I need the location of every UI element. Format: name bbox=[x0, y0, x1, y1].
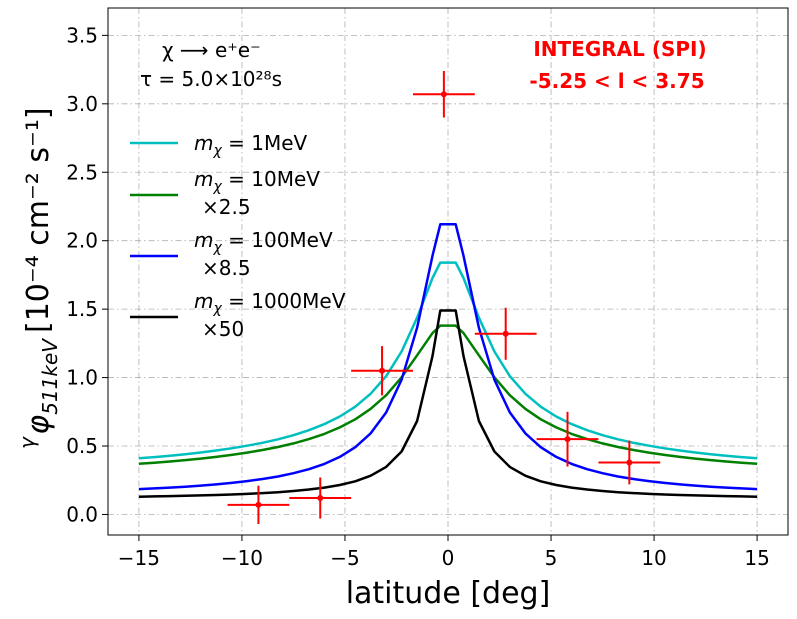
y-tick-label: 0.5 bbox=[66, 434, 98, 458]
legend: mχ = 1MeV mχ = 10MeV×2.5 mχ = 100MeV×8.5 mχ… bbox=[130, 131, 346, 341]
process-annotation: χ ⟶ e⁺e⁻ bbox=[162, 38, 261, 62]
x-axis: −15 −10 −5 0 5 10 15 bbox=[118, 535, 770, 570]
instrument-annotation: INTEGRAL (SPI) bbox=[533, 37, 706, 61]
x-tick-label: −10 bbox=[221, 546, 263, 570]
y-axis-label-units: [10⁻⁴ cm⁻² s⁻¹] bbox=[21, 107, 56, 333]
model-curves bbox=[138, 223, 758, 498]
data-point bbox=[255, 501, 262, 508]
legend-scale-1000MeV: ×50 bbox=[202, 317, 244, 341]
y-tick-label: 3.5 bbox=[66, 23, 98, 47]
x-tick-label: 10 bbox=[641, 546, 666, 570]
x-axis-label: latitude [deg] bbox=[346, 576, 551, 611]
data-point bbox=[502, 330, 509, 337]
series-line-1MeV bbox=[138, 261, 758, 460]
x-tick-label: 0 bbox=[442, 546, 455, 570]
plot-background bbox=[108, 8, 788, 535]
y-tick-label: 2.0 bbox=[66, 229, 98, 253]
legend-scale-100MeV: ×8.5 bbox=[202, 256, 251, 280]
y-axis: 0.0 0.5 1.0 1.5 2.0 2.5 3.0 3.5 bbox=[66, 23, 108, 526]
y-axis-label-symbol: φ bbox=[21, 415, 56, 435]
legend-label-100MeV: mχ = 100MeV bbox=[194, 228, 333, 256]
y-axis-label-sub: 511keV bbox=[38, 338, 62, 415]
data-point bbox=[317, 495, 324, 502]
y-tick-label: 1.5 bbox=[66, 297, 98, 321]
data-point bbox=[440, 91, 447, 98]
svg-text:φ511keV[10⁻⁴ cm⁻² s⁻¹]: φ511keV [10⁻⁴ cm⁻² s⁻¹] bbox=[21, 107, 62, 434]
data-point bbox=[564, 436, 571, 443]
grid bbox=[108, 8, 788, 535]
y-axis-label-sup: γ bbox=[15, 436, 39, 449]
y-tick-label: 3.0 bbox=[66, 92, 98, 116]
y-tick-label: 1.0 bbox=[66, 366, 98, 390]
series-line-1000MeV bbox=[138, 309, 758, 498]
y-tick-label: 2.5 bbox=[66, 160, 98, 184]
legend-label-10MeV: mχ = 10MeV bbox=[194, 167, 320, 195]
x-tick-label: −15 bbox=[118, 546, 160, 570]
x-tick-label: 15 bbox=[744, 546, 769, 570]
series-line-10MeV bbox=[138, 324, 758, 466]
y-axis-label: φ511keV [10⁻⁴ cm⁻² s⁻¹] γ bbox=[15, 107, 62, 449]
data-points bbox=[227, 70, 661, 525]
x-tick-label: −5 bbox=[330, 546, 359, 570]
lifetime-annotation: τ = 5.0×10²⁸s bbox=[140, 67, 282, 91]
longitude-annotation: -5.25 < l < 3.75 bbox=[529, 69, 704, 93]
data-point bbox=[626, 459, 633, 466]
legend-label-1000MeV: mχ = 1000MeV bbox=[194, 289, 346, 317]
legend-label-1MeV: mχ = 1MeV bbox=[194, 131, 308, 159]
legend-scale-10MeV: ×2.5 bbox=[202, 195, 251, 219]
x-tick-label: 5 bbox=[545, 546, 558, 570]
data-point bbox=[379, 367, 386, 374]
series-line-100MeV bbox=[138, 223, 758, 491]
y-tick-label: 0.0 bbox=[66, 502, 98, 526]
